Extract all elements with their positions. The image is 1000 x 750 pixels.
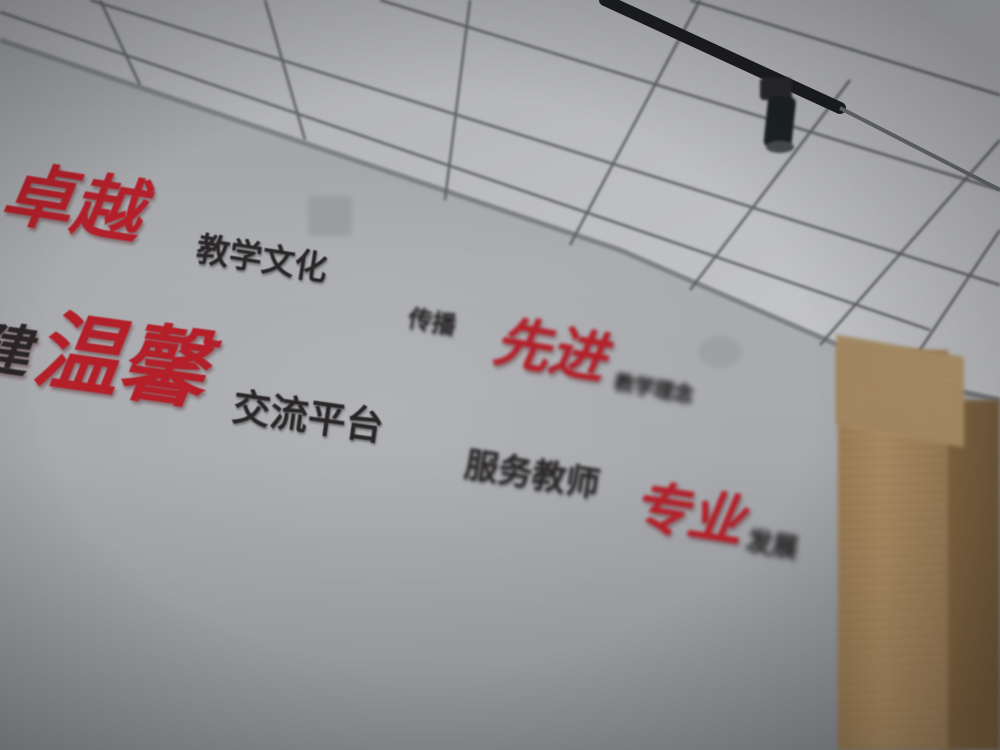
wall-mark bbox=[698, 336, 742, 368]
wood-column-side bbox=[940, 400, 1000, 750]
slogan-spread: 传播 bbox=[405, 304, 459, 340]
slogan-zhuoyue: 卓越 bbox=[0, 150, 148, 255]
slogan-advanced: 先进 bbox=[489, 307, 611, 393]
slogan-professional: 专业 bbox=[627, 472, 749, 556]
ceiling-grid bbox=[0, 0, 1000, 381]
wall-sensor bbox=[308, 196, 352, 236]
track-spotlight-icon bbox=[760, 78, 796, 153]
light-track bbox=[599, 0, 846, 114]
ceiling-edge bbox=[0, 37, 1000, 403]
ceiling-plane bbox=[0, 0, 1000, 400]
slogan-warm: 温馨 bbox=[27, 298, 213, 423]
